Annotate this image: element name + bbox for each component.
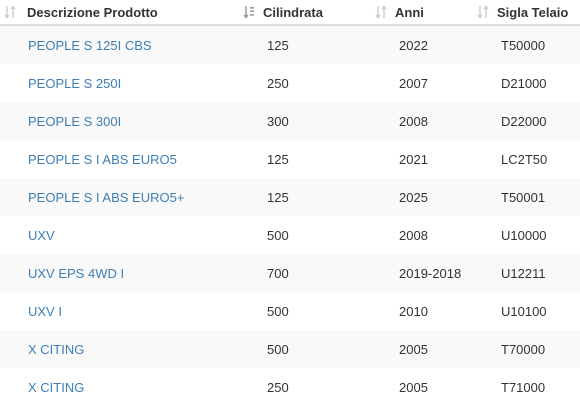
sort-unsorted-icon [375, 5, 387, 19]
table-row: PEOPLE S 250I 250 2007 D21000 [0, 64, 580, 102]
product-link[interactable]: PEOPLE S 300I [28, 113, 122, 129]
table-row: PEOPLE S I ABS EURO5 125 2021 LC2T50 [0, 140, 580, 178]
column-header-label: Descrizione Prodotto [27, 4, 158, 20]
table-body: PEOPLE S 125I CBS 125 2022 T50000 PEOPLE… [0, 26, 580, 406]
product-link[interactable]: UXV I [28, 303, 62, 319]
years-cell: 2008 [399, 113, 428, 129]
table-row: PEOPLE S I ABS EURO5+ 125 2025 T50001 [0, 178, 580, 216]
table-row: UXV EPS 4WD I 700 2019-2018 U12211 [0, 254, 580, 292]
years-cell: 2021 [399, 151, 428, 167]
displacement-cell: 250 [267, 379, 289, 395]
product-cell: X CITING [0, 330, 239, 368]
sort-descending-icon [243, 5, 255, 19]
years-cell: 2010 [399, 303, 428, 319]
years-cell: 2007 [399, 75, 428, 91]
sort-unsorted-icon [477, 5, 489, 19]
frame-code-cell: D21000 [501, 75, 547, 91]
frame-code-cell: U10100 [501, 303, 547, 319]
years-cell: 2019-2018 [399, 265, 462, 281]
product-cell: UXV [0, 216, 239, 254]
product-cell: PEOPLE S 300I [0, 102, 239, 140]
column-header-label: Anni [395, 4, 424, 20]
displacement-cell: 300 [267, 113, 289, 129]
product-cell: X CITING [0, 368, 239, 406]
product-cell: PEOPLE S I ABS EURO5 [0, 140, 239, 178]
column-header-cilindrata[interactable]: Cilindrata [239, 0, 371, 24]
frame-code-cell: LC2T50 [501, 151, 548, 167]
table-row: UXV I 500 2010 U10100 [0, 292, 580, 330]
column-header-sigla-telaio[interactable]: Sigla Telaio [473, 0, 580, 24]
years-cell: 2022 [399, 37, 428, 53]
displacement-cell: 250 [267, 75, 289, 91]
product-link[interactable]: UXV EPS 4WD I [28, 265, 125, 281]
displacement-cell: 125 [267, 151, 289, 167]
product-link[interactable]: PEOPLE S I ABS EURO5 [28, 151, 177, 167]
years-cell: 2008 [399, 227, 428, 243]
table-row: X CITING 250 2005 T71000 [0, 368, 580, 406]
frame-code-cell: U12211 [501, 265, 546, 281]
frame-code-cell: T71000 [501, 379, 546, 395]
frame-code-cell: T70000 [501, 341, 546, 357]
table-header: Descrizione Prodotto Cilindrata Anni [0, 0, 580, 26]
frame-code-cell: D22000 [501, 113, 547, 129]
years-cell: 2005 [399, 379, 428, 395]
frame-code-cell: U10000 [501, 227, 547, 243]
table-row: UXV 500 2008 U10000 [0, 216, 580, 254]
product-link[interactable]: UXV [28, 227, 55, 243]
sort-unsorted-icon [4, 5, 16, 19]
product-cell: PEOPLE S 125I CBS [0, 26, 239, 64]
column-header-descrizione-prodotto[interactable]: Descrizione Prodotto [0, 0, 239, 24]
product-link[interactable]: X CITING [28, 341, 85, 357]
table-row: X CITING 500 2005 T70000 [0, 330, 580, 368]
product-link[interactable]: PEOPLE S 125I CBS [28, 37, 152, 53]
displacement-cell: 125 [267, 37, 289, 53]
displacement-cell: 500 [267, 303, 289, 319]
frame-code-cell: T50001 [501, 189, 546, 205]
frame-code-cell: T50000 [501, 37, 546, 53]
column-header-label: Sigla Telaio [497, 4, 569, 20]
column-header-label: Cilindrata [263, 4, 323, 20]
table-row: PEOPLE S 300I 300 2008 D22000 [0, 102, 580, 140]
product-link[interactable]: X CITING [28, 379, 85, 395]
product-cell: PEOPLE S 250I [0, 64, 239, 102]
product-link[interactable]: PEOPLE S 250I [28, 75, 122, 91]
displacement-cell: 700 [267, 265, 289, 281]
years-cell: 2025 [399, 189, 428, 205]
displacement-cell: 500 [267, 227, 289, 243]
years-cell: 2005 [399, 341, 428, 357]
product-link[interactable]: PEOPLE S I ABS EURO5+ [28, 189, 185, 205]
displacement-cell: 125 [267, 189, 289, 205]
column-header-anni[interactable]: Anni [371, 0, 473, 24]
product-cell: UXV EPS 4WD I [0, 254, 239, 292]
product-cell: UXV I [0, 292, 239, 330]
product-cell: PEOPLE S I ABS EURO5+ [0, 178, 239, 216]
table-row: PEOPLE S 125I CBS 125 2022 T50000 [0, 26, 580, 64]
displacement-cell: 500 [267, 341, 289, 357]
